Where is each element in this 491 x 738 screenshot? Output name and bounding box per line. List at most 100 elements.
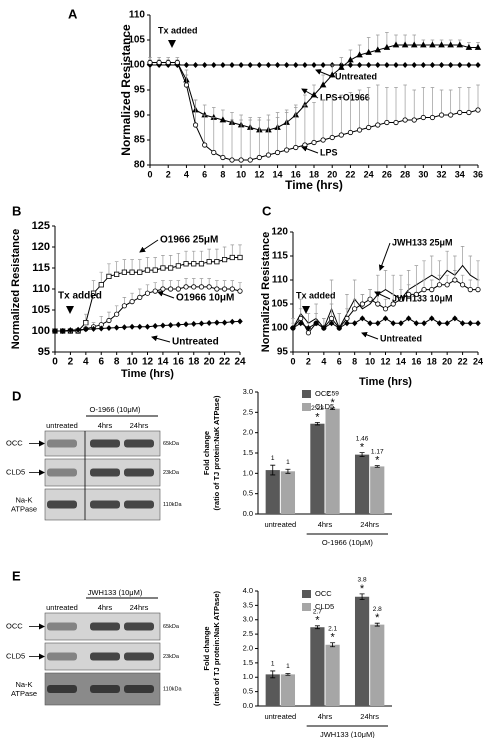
series-label: O1966 10μM — [176, 293, 234, 304]
error-bar — [394, 87, 398, 123]
point — [156, 59, 162, 66]
value-label: 1 — [271, 661, 275, 668]
x-tick-label: 16 — [291, 169, 301, 179]
point — [447, 62, 454, 68]
point — [247, 157, 253, 163]
point — [467, 320, 474, 327]
point — [436, 320, 443, 327]
blot-band — [124, 622, 154, 631]
x-tick-label: 36 — [473, 169, 483, 179]
point — [383, 43, 391, 50]
point — [152, 267, 158, 273]
error-bar — [391, 274, 396, 295]
point — [256, 62, 263, 68]
blot-band — [124, 468, 154, 477]
x-tick-label: 22 — [345, 169, 355, 179]
point — [367, 320, 373, 327]
x-tick-label: 28 — [400, 169, 410, 179]
x-tick-label: 30 — [418, 169, 428, 179]
point — [351, 320, 358, 327]
point — [98, 325, 104, 332]
value-label: 1.46 — [356, 435, 369, 442]
point — [229, 157, 235, 163]
panel-label: B — [12, 203, 21, 218]
point — [168, 286, 174, 292]
point — [290, 325, 296, 331]
bar — [325, 644, 340, 706]
blot-band — [124, 652, 154, 661]
label-arrow — [374, 291, 391, 300]
bar — [280, 674, 296, 706]
error-bar — [330, 407, 336, 410]
legend-swatch — [302, 390, 311, 398]
x-tick-label: 14 — [157, 357, 169, 368]
point — [375, 301, 381, 307]
point — [90, 325, 97, 332]
error-bar — [306, 313, 311, 324]
bar — [370, 624, 385, 706]
point — [90, 290, 97, 296]
point — [365, 62, 372, 68]
point — [390, 320, 396, 327]
lane-label: untreated — [46, 421, 78, 430]
point — [206, 320, 212, 327]
row-label: CLD5 — [6, 651, 25, 660]
point — [192, 62, 199, 68]
point — [221, 256, 228, 263]
x-tick-label: 24hrs — [360, 712, 379, 721]
point — [398, 320, 404, 327]
blot-band — [90, 468, 120, 477]
point — [206, 259, 212, 265]
x-tick-label: 6 — [202, 169, 207, 179]
point — [447, 41, 454, 48]
point — [467, 286, 473, 293]
error-bar — [476, 84, 480, 110]
error-bar — [359, 452, 365, 458]
point — [247, 62, 253, 68]
blot-band — [90, 439, 120, 448]
bar — [265, 674, 280, 706]
value-label: 2.59 — [326, 391, 339, 398]
point — [219, 116, 227, 123]
point — [328, 315, 335, 321]
y-tick-label: 1.5 — [243, 448, 253, 457]
panel-label: A — [68, 6, 78, 21]
annotation-arrow — [168, 40, 176, 48]
y-tick-label: 3.5 — [243, 600, 253, 609]
point — [175, 263, 181, 269]
x-tick-label: 34 — [455, 169, 465, 179]
y-tick-label: 105 — [32, 304, 50, 316]
row-label: ATPase — [11, 689, 37, 698]
x-tick-label: 14 — [396, 356, 406, 366]
y-tick-label: 2.5 — [243, 407, 253, 416]
y-tick-label: 95 — [38, 346, 50, 358]
x-tick-label: 12 — [380, 356, 390, 366]
y-tick-label: 100 — [128, 60, 145, 71]
point — [98, 282, 104, 288]
x-tick-label: 2 — [306, 356, 311, 366]
series-label: JWH133 25μM — [392, 237, 453, 247]
blot-band — [124, 439, 154, 448]
point — [328, 320, 335, 327]
group-label: O-1966 (10μM) — [322, 538, 374, 547]
x-tick-label: 24 — [234, 357, 246, 368]
point — [274, 62, 281, 68]
point — [293, 144, 299, 151]
point — [406, 291, 412, 297]
error-bar — [230, 119, 234, 160]
error-bar — [422, 260, 426, 280]
point — [311, 62, 317, 68]
error-bar — [285, 468, 291, 474]
x-tick-label: 10 — [365, 356, 375, 366]
point — [402, 117, 408, 123]
error-bar — [211, 117, 216, 153]
band-size: 65kDa — [163, 441, 180, 447]
significance-star: * — [315, 615, 320, 627]
x-tick-label: 10 — [236, 169, 246, 179]
error-bar — [430, 87, 435, 118]
lane-label: 4hrs — [98, 421, 113, 430]
point — [429, 286, 435, 293]
point — [413, 320, 420, 327]
x-tick-label: untreated — [264, 712, 296, 721]
